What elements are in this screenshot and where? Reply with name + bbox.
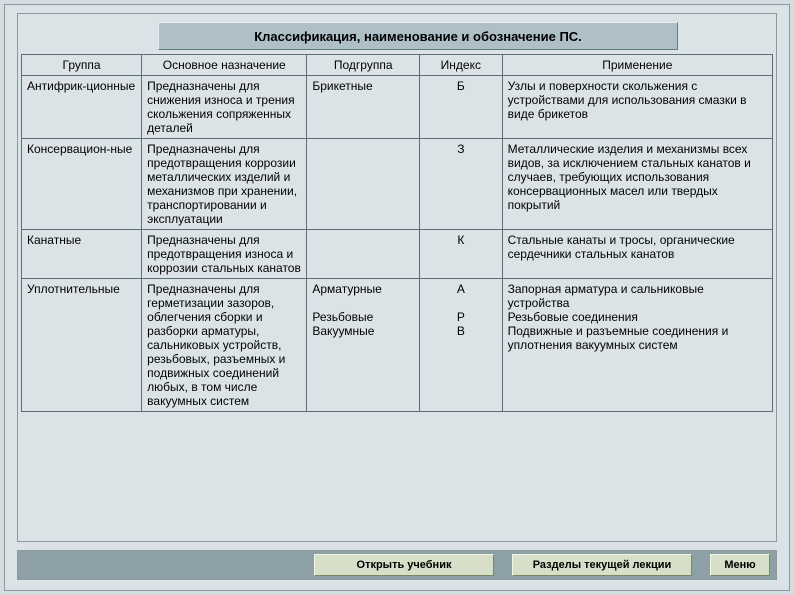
cell-index: Б	[420, 76, 503, 139]
idx-line: Р	[425, 310, 497, 324]
cell-purpose: Предназначены для предотвращения износа …	[142, 230, 307, 279]
btn-label: Меню	[724, 559, 755, 571]
th-app: Применение	[502, 55, 772, 76]
table-row: Антифрик-ционные Предназначены для сниже…	[22, 76, 773, 139]
cell-sub: Брикетные	[307, 76, 420, 139]
cell-app: Узлы и поверхности скольжения с устройст…	[502, 76, 772, 139]
outer-frame: Классификация, наименование и обозначени…	[4, 4, 790, 591]
sub-line: Вакуумные	[312, 324, 414, 338]
btn-label: Открыть учебник	[357, 559, 452, 571]
sub-line: Арматурные	[312, 282, 414, 296]
app-line: Подвижные и разъемные соединения и уплот…	[508, 324, 767, 352]
table-header-row: Группа Основное назначение Подгруппа Инд…	[22, 55, 773, 76]
page-title: Классификация, наименование и обозначени…	[254, 29, 582, 44]
cell-app: Запорная арматура и сальниковые устройст…	[502, 279, 772, 412]
btn-label: Разделы текущей лекции	[533, 559, 672, 571]
cell-group: Уплотнительные	[22, 279, 142, 412]
cell-app: Металлические изделия и механизмы всех в…	[502, 139, 772, 230]
sub-line	[312, 296, 414, 310]
cell-purpose: Предназначены для предотвращения коррози…	[142, 139, 307, 230]
table-row: Уплотнительные Предназначены для гермети…	[22, 279, 773, 412]
open-textbook-button[interactable]: Открыть учебник	[314, 554, 494, 576]
th-purpose: Основное назначение	[142, 55, 307, 76]
cell-sub	[307, 139, 420, 230]
th-group: Группа	[22, 55, 142, 76]
cell-group: Канатные	[22, 230, 142, 279]
title-bar: Классификация, наименование и обозначени…	[158, 22, 678, 50]
table-container: Группа Основное назначение Подгруппа Инд…	[21, 54, 773, 537]
cell-purpose: Предназначены для герметизации зазоров, …	[142, 279, 307, 412]
sub-line: Резьбовые	[312, 310, 414, 324]
th-index: Индекс	[420, 55, 503, 76]
cell-app: Стальные канаты и тросы, органические се…	[502, 230, 772, 279]
cell-index: З	[420, 139, 503, 230]
cell-sub: Арматурные Резьбовые Вакуумные	[307, 279, 420, 412]
table-row: Консервацион-ные Предназначены для предо…	[22, 139, 773, 230]
table-row: Канатные Предназначены для предотвращени…	[22, 230, 773, 279]
menu-button[interactable]: Меню	[710, 554, 770, 576]
cell-group: Антифрик-ционные	[22, 76, 142, 139]
cell-sub	[307, 230, 420, 279]
idx-line: В	[425, 324, 497, 338]
classification-table: Группа Основное назначение Подгруппа Инд…	[21, 54, 773, 412]
cell-index: К	[420, 230, 503, 279]
cell-group: Консервацион-ные	[22, 139, 142, 230]
app-line: Резьбовые соединения	[508, 310, 767, 324]
lecture-sections-button[interactable]: Разделы текущей лекции	[512, 554, 692, 576]
idx-line: А	[425, 282, 497, 296]
th-sub: Подгруппа	[307, 55, 420, 76]
content-panel: Классификация, наименование и обозначени…	[17, 13, 777, 542]
cell-index: А Р В	[420, 279, 503, 412]
cell-purpose: Предназначены для снижения износа и трен…	[142, 76, 307, 139]
app-line: Запорная арматура и сальниковые устройст…	[508, 282, 767, 310]
idx-line	[425, 296, 497, 310]
bottom-toolbar: Открыть учебник Разделы текущей лекции М…	[17, 550, 777, 580]
